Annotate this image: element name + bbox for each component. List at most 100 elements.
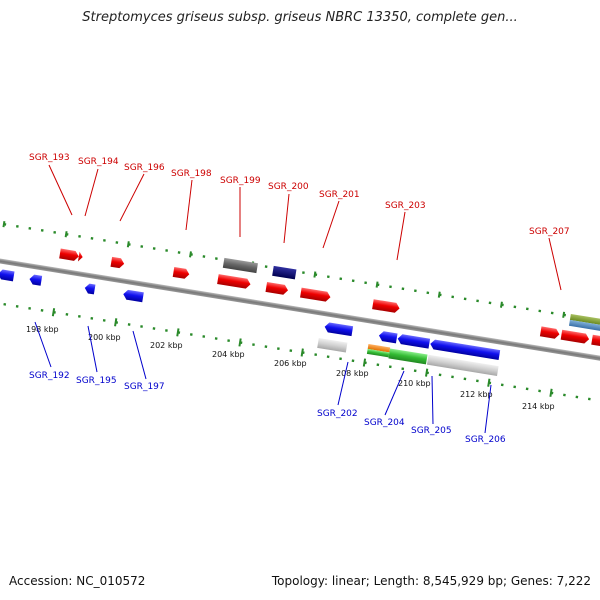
upper-major-tick — [313, 271, 317, 278]
gene-SGR_202[interactable] — [324, 322, 354, 337]
leader-line — [283, 193, 290, 244]
scale-label: 200 kbp — [88, 333, 121, 342]
upper-major-tick — [126, 241, 130, 248]
leader-line — [431, 375, 434, 425]
lower-major-tick — [114, 318, 118, 327]
gene-label-SGR_198[interactable]: SGR_198 — [171, 169, 212, 179]
leader-line — [548, 237, 562, 291]
lower-major-tick — [362, 358, 367, 367]
gene-label-SGR_196[interactable]: SGR_196 — [124, 163, 165, 173]
major-ticks — [2, 221, 566, 397]
topology-info: Topology: linear; Length: 8,545,929 bp; … — [271, 574, 591, 588]
gene-SGR_197[interactable] — [122, 289, 144, 303]
lower-major-tick — [238, 338, 242, 347]
forward-gene-labels: SGR_193 SGR_194 SGR_196 SGR_198 SGR_199 … — [29, 153, 570, 291]
feature-navy-block[interactable] — [272, 265, 297, 280]
gene-SGR_206[interactable] — [429, 339, 501, 360]
leader-line — [87, 325, 98, 373]
leader-line — [484, 384, 492, 434]
gene-forward-edge[interactable] — [591, 334, 600, 348]
lower-major-tick — [176, 328, 180, 337]
scale-label: 202 kbp — [150, 341, 183, 350]
leader-line — [337, 361, 349, 406]
gene-label-SGR_197[interactable]: SGR_197 — [124, 382, 165, 392]
feature-steel-block[interactable] — [568, 319, 600, 336]
upper-major-tick — [189, 251, 192, 258]
lower-major-tick — [487, 378, 491, 387]
scale-label: 210 kbp — [398, 379, 431, 388]
feature-gray-long-block[interactable] — [426, 354, 499, 376]
upper-major-tick — [562, 311, 566, 318]
gene-SGR_198[interactable] — [172, 266, 190, 279]
scale-label: 198 kbp — [26, 325, 59, 334]
gene-label-SGR_205[interactable]: SGR_205 — [411, 426, 452, 436]
upper-major-tick — [499, 301, 503, 308]
gene-SGR_194[interactable] — [77, 251, 84, 263]
gene-SGR_196[interactable] — [110, 256, 125, 269]
gene-SGR_199[interactable] — [217, 274, 251, 289]
leader-line — [132, 330, 147, 380]
upper-major-tick — [64, 231, 68, 238]
accession-info: Accession: NC_010572 — [9, 574, 146, 588]
genome-title: Streptomyces griseus subsp. griseus NBRC… — [82, 10, 518, 25]
leader-line — [185, 179, 193, 231]
lower-major-tick — [425, 368, 429, 377]
upper-major-tick — [2, 221, 6, 228]
gene-label-SGR_193[interactable]: SGR_193 — [29, 153, 70, 163]
leader-line — [384, 370, 405, 416]
lower-major-tick — [51, 308, 56, 317]
scale-label: 212 kbp — [460, 390, 493, 399]
lower-major-tick — [549, 388, 553, 397]
gene-label-SGR_206[interactable]: SGR_206 — [465, 435, 506, 445]
gene-SGR_193[interactable] — [59, 248, 79, 262]
upper-major-tick — [437, 291, 441, 298]
gene-SGR_201[interactable] — [300, 287, 331, 303]
gene-label-SGR_200[interactable]: SGR_200 — [268, 182, 309, 192]
genome-backbone — [0, 252, 600, 369]
feature-orange-block[interactable] — [367, 343, 391, 353]
track-group — [0, 216, 600, 410]
leader-line — [396, 211, 406, 261]
gene-label-SGR_204[interactable]: SGR_204 — [364, 418, 405, 428]
leader-line — [84, 168, 99, 217]
lower-scale-line — [0, 294, 600, 410]
lower-major-tick — [300, 348, 304, 357]
gene-label-SGR_194[interactable]: SGR_194 — [78, 157, 119, 167]
gene-SGR_204[interactable] — [378, 331, 398, 344]
gene-SGR_205[interactable] — [397, 334, 431, 349]
leader-line — [34, 321, 52, 368]
scale-labels: 198 kbp 200 kbp 202 kbp 204 kbp 206 kbp … — [26, 325, 555, 411]
feature-green-block[interactable] — [388, 348, 428, 365]
gene-label-SGR_207[interactable]: SGR_207 — [529, 227, 570, 237]
gene-forward-extra[interactable] — [560, 329, 590, 344]
gene-SGR_192b[interactable] — [29, 274, 43, 286]
gene-label-SGR_201[interactable]: SGR_201 — [319, 190, 360, 200]
gene-label-SGR_202[interactable]: SGR_202 — [317, 409, 358, 419]
gene-label-SGR_203[interactable]: SGR_203 — [385, 201, 426, 211]
gene-SGR_207[interactable] — [539, 326, 560, 339]
feature-olive-block[interactable] — [569, 313, 600, 330]
scale-label: 214 kbp — [522, 402, 555, 411]
scale-label: 206 kbp — [274, 359, 307, 368]
reverse-gene-labels: SGR_192 SGR_195 SGR_197 SGR_202 SGR_204 … — [29, 321, 506, 445]
leader-line — [119, 173, 145, 222]
gene-SGR_203[interactable] — [372, 299, 400, 313]
gene-SGR_192[interactable] — [0, 269, 15, 282]
gene-label-SGR_199[interactable]: SGR_199 — [220, 176, 261, 186]
feature-green-small-block[interactable] — [366, 348, 390, 358]
gene-label-SGR_192[interactable]: SGR_192 — [29, 371, 70, 381]
scale-label: 208 kbp — [336, 369, 369, 378]
scale-label: 204 kbp — [212, 350, 245, 359]
leader-line — [322, 200, 340, 249]
reverse-genes — [0, 269, 501, 376]
feature-light-gray-block[interactable] — [317, 337, 348, 353]
gene-label-SGR_195[interactable]: SGR_195 — [76, 376, 117, 386]
feature-gray-block[interactable] — [222, 257, 258, 274]
upper-major-tick — [375, 281, 379, 288]
gene-SGR_200[interactable] — [265, 281, 289, 295]
leader-line — [48, 164, 73, 216]
gene-SGR_195[interactable] — [84, 283, 96, 295]
forward-genes — [59, 248, 600, 348]
